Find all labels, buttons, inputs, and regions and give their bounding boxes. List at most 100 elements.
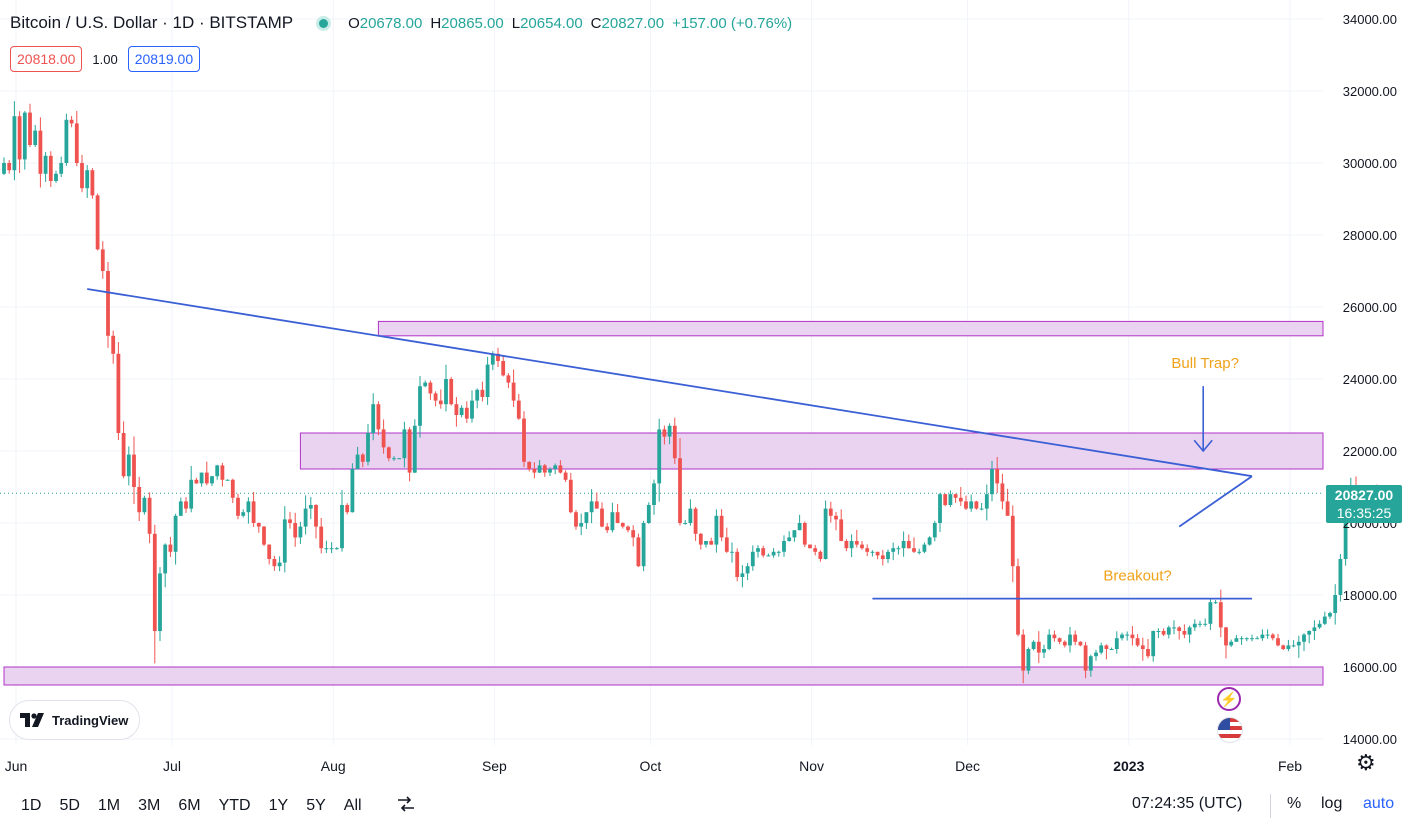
candle-body — [111, 335, 116, 354]
candle-body — [106, 271, 110, 336]
candle-body — [990, 469, 994, 495]
symbol-title[interactable]: Bitcoin / U.S. Dollar · 1D · BITSTAMP — [10, 13, 294, 32]
candle-body — [433, 393, 438, 401]
candle-body — [875, 551, 880, 556]
candle-body — [750, 551, 755, 567]
candle-body — [428, 382, 433, 394]
candle-body — [880, 555, 885, 559]
candle-body — [1073, 634, 1078, 642]
trendline[interactable] — [87, 288, 1253, 478]
candle-body — [714, 515, 719, 545]
candle-body — [412, 425, 417, 473]
candle-body — [355, 454, 360, 469]
trendline[interactable] — [1178, 475, 1253, 528]
candle-body — [1343, 523, 1348, 559]
candle-body — [407, 429, 412, 473]
timeframe-1m[interactable]: 1M — [97, 797, 121, 814]
chart-annotations: Bull Trap? Breakout? — [1103, 355, 1239, 584]
timeframe-6m[interactable]: 6M — [178, 797, 201, 814]
candle-body — [1296, 641, 1301, 646]
price-chart[interactable]: Bull Trap? Breakout? 14000.00 16000.00 1800… — [0, 0, 1413, 780]
candle-body — [262, 526, 266, 545]
candle-body — [563, 472, 568, 480]
candle-body — [470, 400, 474, 419]
lightning-icon[interactable]: ⚡ — [1217, 687, 1241, 711]
timeframe-5y[interactable]: 5Y — [306, 797, 326, 814]
candle-body — [418, 386, 422, 426]
candle-body — [293, 523, 298, 538]
candle-body — [90, 170, 95, 196]
bid-button[interactable]: 20818.00 — [10, 46, 83, 72]
ask-button[interactable]: 20819.00 — [127, 46, 201, 72]
timeframe-1y[interactable]: 1Y — [268, 797, 289, 814]
settings-gear-icon[interactable]: ⚙ — [1356, 750, 1376, 775]
utc-clock[interactable]: 07:24:35 (UTC) — [1132, 795, 1243, 812]
candle-body — [1161, 631, 1166, 635]
candle-body — [1057, 638, 1062, 642]
candle-body — [324, 548, 329, 550]
candle-body — [740, 573, 745, 577]
candle-body — [1010, 515, 1015, 567]
price-axis[interactable]: 14000.0016000.0018000.0020000.0022000.00… — [1343, 12, 1397, 747]
timeframe-3m[interactable]: 3M — [138, 797, 161, 814]
candle-body — [152, 533, 157, 631]
us-flag-icon[interactable] — [1217, 717, 1243, 743]
close-label: C — [590, 14, 602, 32]
auto-toggle[interactable]: auto — [1363, 795, 1395, 812]
candle-body — [1140, 645, 1145, 649]
candle-body — [548, 469, 552, 473]
annotation-label: Breakout? — [1103, 568, 1171, 585]
candle-body — [943, 494, 948, 505]
candle-body — [771, 551, 776, 556]
candle-body — [371, 404, 376, 433]
candle-body — [366, 433, 370, 462]
candle-body — [142, 497, 147, 513]
time-axis[interactable]: Jun Jul Aug Sep Oct Nov Dec 2023 Feb — [5, 758, 1303, 774]
candle-body — [199, 472, 204, 484]
candle-body — [1135, 638, 1140, 646]
time-tick-label: Dec — [955, 758, 980, 774]
candle-body — [2, 163, 6, 174]
bar-countdown: 16:35:25 — [1336, 505, 1392, 521]
timeframe-ytd[interactable]: YTD — [218, 797, 251, 814]
timeframe-5d[interactable]: 5D — [59, 797, 80, 814]
candle-body — [329, 548, 334, 550]
candle-body — [834, 515, 838, 520]
candle-body — [121, 433, 126, 477]
log-toggle[interactable]: log — [1321, 795, 1343, 812]
candle-body — [626, 526, 630, 531]
percent-toggle[interactable]: % — [1287, 795, 1302, 812]
candle-body — [870, 551, 875, 553]
candle-body — [1151, 631, 1156, 657]
high-value: 20865.00 — [441, 14, 504, 32]
candle-body — [901, 541, 906, 549]
candle-body — [641, 523, 646, 567]
tradingview-logo[interactable]: TradingView — [9, 700, 140, 740]
compare-icon[interactable] — [396, 794, 416, 814]
timeframe-all[interactable]: All — [343, 797, 362, 814]
candle-body — [667, 425, 672, 437]
candle-body — [241, 512, 246, 516]
candle-body — [132, 454, 136, 487]
candle-body — [1224, 627, 1228, 646]
candle-body — [891, 548, 896, 552]
candle-body — [1192, 623, 1197, 628]
candle-body — [1276, 638, 1280, 646]
last-price-value: 20827.00 — [1334, 487, 1394, 503]
candle-body — [1120, 634, 1124, 639]
candle-body — [1286, 645, 1291, 649]
trendlines[interactable] — [87, 288, 1253, 600]
candle-body — [1239, 638, 1244, 640]
candle-body — [464, 407, 469, 419]
candle-body — [95, 195, 100, 250]
candle-body — [48, 155, 53, 181]
candle-body — [631, 530, 636, 538]
candle-body — [210, 476, 214, 484]
timeframe-1d[interactable]: 1D — [21, 797, 42, 814]
candle-body — [236, 497, 240, 516]
price-tick-label: 34000.00 — [1343, 12, 1397, 27]
candle-body — [12, 116, 17, 171]
candle-body — [163, 544, 168, 574]
candle-body — [620, 523, 625, 527]
time-tick-label: Jul — [163, 758, 181, 774]
